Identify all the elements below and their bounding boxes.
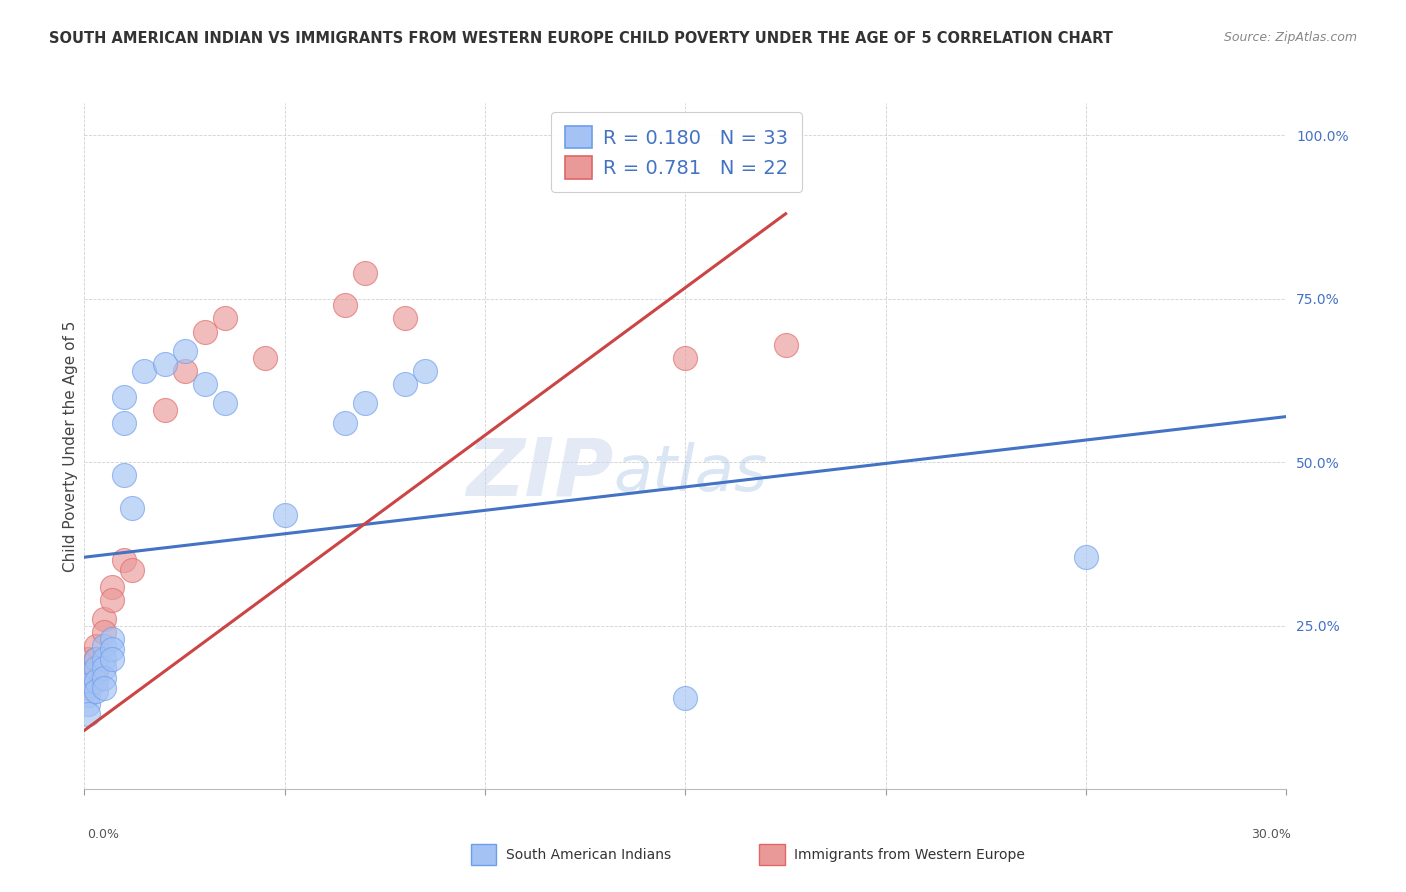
Point xyxy=(153,357,176,371)
Point xyxy=(274,508,297,522)
Point xyxy=(86,639,108,653)
Point xyxy=(333,416,356,430)
Text: SOUTH AMERICAN INDIAN VS IMMIGRANTS FROM WESTERN EUROPE CHILD POVERTY UNDER THE : SOUTH AMERICAN INDIAN VS IMMIGRANTS FROM… xyxy=(49,31,1114,46)
Point xyxy=(214,396,236,410)
Point xyxy=(354,266,377,280)
Point xyxy=(93,639,115,653)
Text: 0.0%: 0.0% xyxy=(87,828,120,841)
Text: atlas: atlas xyxy=(613,442,768,505)
Point xyxy=(134,364,156,378)
Point xyxy=(333,298,356,312)
Point xyxy=(121,501,143,516)
Point xyxy=(194,325,217,339)
Point xyxy=(173,344,195,359)
Point xyxy=(86,651,108,665)
Point xyxy=(413,364,436,378)
Point xyxy=(114,553,135,567)
Point xyxy=(775,337,797,351)
Point xyxy=(86,684,108,698)
Point xyxy=(114,416,135,430)
Text: Source: ZipAtlas.com: Source: ZipAtlas.com xyxy=(1223,31,1357,45)
Point xyxy=(93,651,115,665)
Point xyxy=(101,632,124,646)
Legend: R = 0.180   N = 33, R = 0.781   N = 22: R = 0.180 N = 33, R = 0.781 N = 22 xyxy=(551,112,803,192)
Point xyxy=(86,661,108,675)
Point xyxy=(77,681,100,695)
Point xyxy=(86,674,108,689)
Point xyxy=(194,376,217,391)
Point xyxy=(121,563,143,577)
Point xyxy=(114,468,135,483)
Point xyxy=(77,651,100,665)
Point xyxy=(77,668,100,682)
Point xyxy=(354,396,377,410)
Point xyxy=(173,364,195,378)
Text: ZIP: ZIP xyxy=(465,434,613,513)
Point xyxy=(253,351,276,365)
Point xyxy=(394,376,416,391)
Point xyxy=(86,665,108,679)
Point xyxy=(394,311,416,326)
Point xyxy=(93,671,115,685)
Point xyxy=(114,390,135,404)
Point xyxy=(101,580,124,594)
Point xyxy=(1076,550,1098,565)
Point xyxy=(77,678,100,692)
Point xyxy=(86,651,108,665)
Point xyxy=(214,311,236,326)
Point xyxy=(101,641,124,656)
Point xyxy=(77,698,100,712)
Point xyxy=(77,707,100,722)
Point xyxy=(675,690,697,705)
Point xyxy=(93,612,115,626)
Point xyxy=(93,661,115,675)
Point xyxy=(101,592,124,607)
Point xyxy=(93,681,115,695)
Text: 30.0%: 30.0% xyxy=(1251,828,1291,841)
Point xyxy=(153,403,176,417)
Point xyxy=(77,688,100,702)
Y-axis label: Child Poverty Under the Age of 5: Child Poverty Under the Age of 5 xyxy=(63,320,77,572)
Text: Immigrants from Western Europe: Immigrants from Western Europe xyxy=(794,847,1025,862)
Point xyxy=(93,625,115,640)
Point xyxy=(675,351,697,365)
Text: South American Indians: South American Indians xyxy=(506,847,671,862)
Point xyxy=(77,668,100,682)
Point xyxy=(101,651,124,665)
